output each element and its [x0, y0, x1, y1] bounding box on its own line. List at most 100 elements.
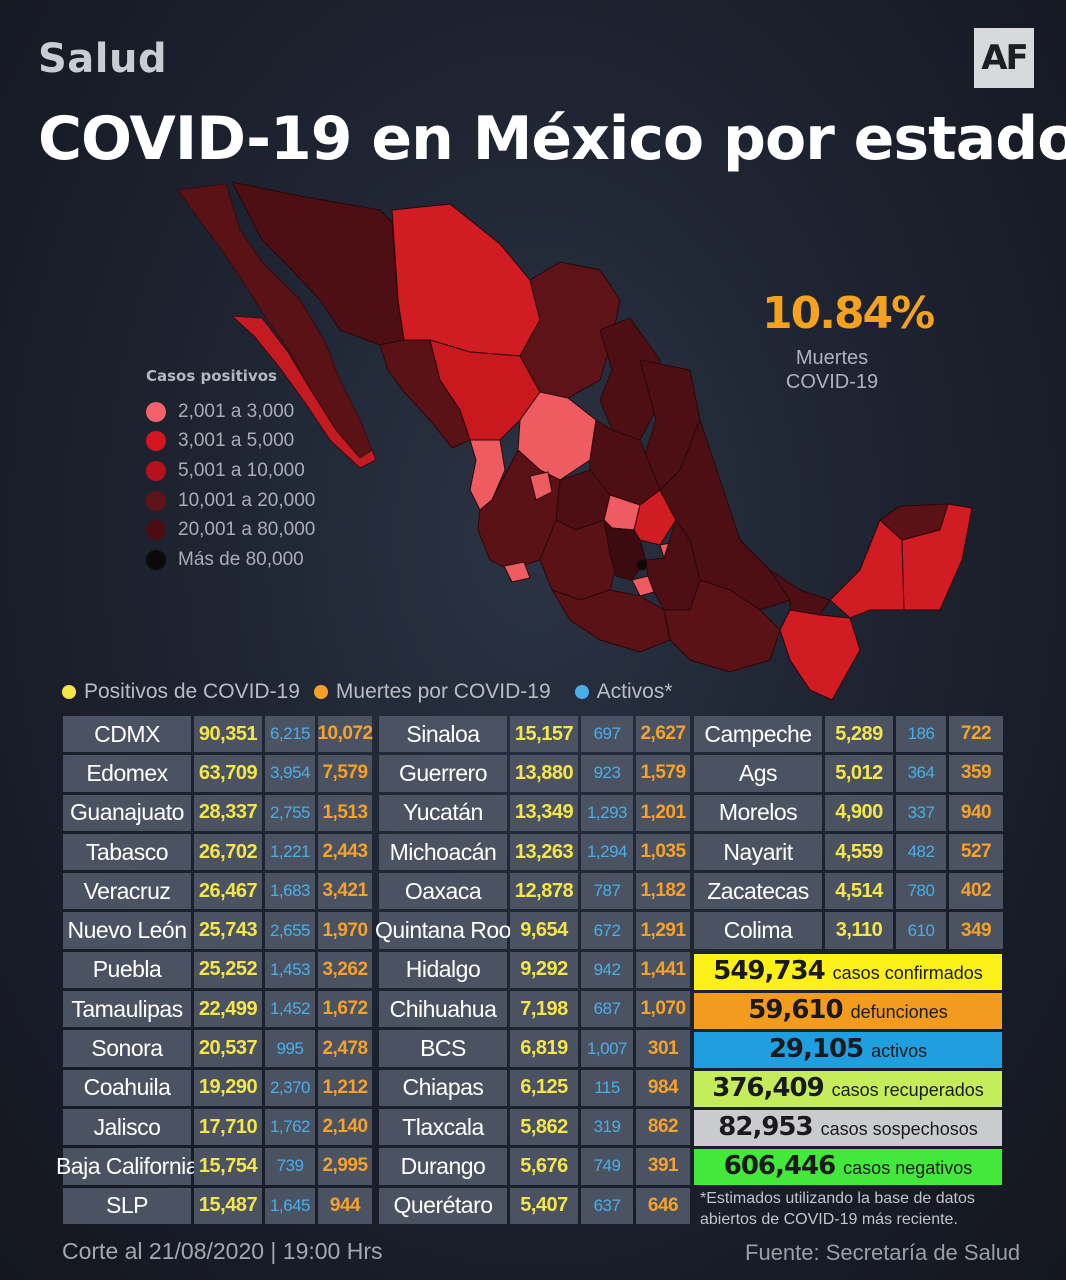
- deaths: 1,212: [318, 1069, 372, 1106]
- deaths: 940: [949, 794, 1003, 831]
- positive-cases: 90,351: [194, 716, 262, 753]
- total-label: casos confirmados: [832, 963, 983, 983]
- active-cases: 687: [581, 991, 633, 1028]
- states-table-column-3: Campeche 5,289 186 722 Ags 5,012 364 359 Morelos…: [694, 716, 1003, 949]
- legend-item: 10,001 a 20,000: [146, 486, 315, 516]
- state-name: CDMX: [63, 716, 191, 753]
- active-cases: 186: [896, 716, 946, 753]
- state-name: Guerrero: [379, 755, 507, 792]
- key-deaths: Muertes por COVID-19: [313, 680, 551, 704]
- legend-swatch: [146, 431, 166, 452]
- table-row: CDMX 90,351 6,215 10,072: [63, 716, 373, 753]
- table-row: Campeche 5,289 186 722: [694, 716, 1003, 753]
- state-name: Guanajuato: [63, 794, 191, 831]
- active-cases: 942: [581, 951, 633, 989]
- deaths: 2,478: [318, 1030, 372, 1067]
- deaths: 1,035: [636, 833, 690, 871]
- active-cases: 337: [896, 794, 946, 831]
- positive-cases: 9,292: [510, 951, 578, 989]
- map-region-quintana-roo: [901, 503, 973, 611]
- deaths: 722: [949, 716, 1003, 753]
- legend-title: Casos positivos: [146, 367, 277, 385]
- deaths: 2,995: [318, 1148, 372, 1185]
- positive-cases: 9,654: [510, 912, 578, 949]
- deaths: 646: [636, 1187, 690, 1224]
- deaths: 1,291: [636, 912, 690, 949]
- total-value: 59,610: [748, 995, 843, 1025]
- positive-cases: 6,125: [510, 1069, 578, 1106]
- state-name: Edomex: [63, 755, 191, 792]
- map-region-durango: [429, 339, 541, 441]
- table-row: Michoacán 13,263 1,294 1,035: [379, 833, 690, 871]
- legend-item: 20,001 a 80,000: [146, 515, 315, 545]
- active-cases: 2,370: [265, 1069, 315, 1106]
- positive-cases: 3,110: [825, 912, 893, 949]
- state-name: SLP: [63, 1187, 191, 1224]
- state-name: Coahuila: [63, 1069, 191, 1106]
- positive-cases: 13,263: [510, 833, 578, 871]
- total-box: 606,446 casos negativos: [694, 1149, 1002, 1185]
- active-cases: 1,293: [581, 794, 633, 831]
- state-name: Jalisco: [63, 1108, 191, 1146]
- state-name: Puebla: [63, 951, 191, 989]
- positive-cases: 7,198: [510, 991, 578, 1028]
- active-cases: 1,683: [265, 873, 315, 910]
- positive-cases: 15,487: [194, 1187, 262, 1224]
- state-name: Baja California: [56, 1148, 199, 1185]
- legend-item: 2,001 a 3,000: [146, 397, 315, 427]
- table-row: Hidalgo 9,292 942 1,441: [379, 951, 690, 989]
- active-cases: 2,655: [265, 912, 315, 949]
- table-row: Colima 3,110 610 349: [694, 912, 1003, 949]
- map-legend: Casos positivos 2,001 a 3,000 3,001 a 5,0…: [146, 367, 315, 575]
- table-row: Baja California 15,754 739 2,995: [56, 1148, 372, 1185]
- legend-item: 5,001 a 10,000: [146, 456, 315, 486]
- active-cases: 319: [581, 1108, 633, 1146]
- deaths: 1,579: [636, 755, 690, 792]
- active-cases: 923: [581, 755, 633, 792]
- table-row: Guanajuato 28,337 2,755 1,513: [63, 794, 372, 831]
- af-logo: AF: [974, 28, 1034, 88]
- table-row: Edomex 63,709 3,954 7,579: [63, 755, 372, 792]
- total-label: defunciones: [850, 1002, 948, 1022]
- deaths: 301: [636, 1030, 690, 1067]
- positive-cases: 5,676: [510, 1148, 578, 1185]
- total-label: casos recuperados: [831, 1080, 984, 1100]
- key-positives: Positivos de COVID-19: [62, 680, 300, 704]
- total-label: casos negativos: [843, 1158, 973, 1178]
- mortality-rate-label: Muertes COVID-19: [785, 347, 879, 393]
- national-totals: 549,734 casos confirmados 59,610 defuncione…: [694, 954, 1002, 1185]
- total-value: 82,953: [718, 1112, 813, 1142]
- positive-cases: 5,289: [825, 716, 893, 753]
- active-cases: 697: [581, 716, 633, 753]
- table-row: SLP 15,487 1,645 944: [63, 1187, 372, 1224]
- map-region-colima: [503, 561, 531, 583]
- total-value: 29,105: [768, 1034, 864, 1064]
- table-row: Jalisco 17,710 1,762 2,140: [63, 1108, 372, 1146]
- active-cases: 1,452: [265, 991, 315, 1028]
- positive-cases: 4,559: [825, 833, 893, 871]
- table-row: Tlaxcala 5,862 319 862: [379, 1108, 690, 1146]
- state-name: Quintana Roo: [375, 912, 511, 949]
- legend-swatch: [146, 490, 166, 511]
- table-row: Sonora 20,537 995 2,478: [63, 1030, 372, 1067]
- state-name: Morelos: [694, 794, 822, 831]
- deaths: 391: [636, 1148, 690, 1185]
- state-name: Colima: [694, 912, 822, 949]
- footnote: *Estimados utilizando la base de datos a…: [700, 1190, 975, 1228]
- legend-label: 5,001 a 10,000: [178, 459, 305, 481]
- total-value: 376,409: [712, 1073, 824, 1103]
- data-source: Fuente: Secretaría de Salud: [745, 1240, 1021, 1265]
- table-row: Veracruz 26,467 1,683 3,421: [63, 873, 372, 910]
- positive-cases: 13,880: [510, 755, 578, 792]
- state-name: Nayarit: [694, 833, 822, 871]
- mexico-map: [177, 181, 973, 701]
- table-row: Puebla 25,252 1,453 3,262: [63, 951, 372, 989]
- active-cases: 2,755: [265, 794, 315, 831]
- deaths: 944: [318, 1187, 372, 1224]
- state-name: Tlaxcala: [379, 1108, 507, 1146]
- positive-cases: 20,537: [194, 1030, 262, 1067]
- table-row: Ags 5,012 364 359: [694, 755, 1003, 792]
- deaths: 1,201: [636, 794, 690, 831]
- total-box: 29,105 activos: [694, 1032, 1002, 1068]
- total-label: activos: [871, 1041, 928, 1061]
